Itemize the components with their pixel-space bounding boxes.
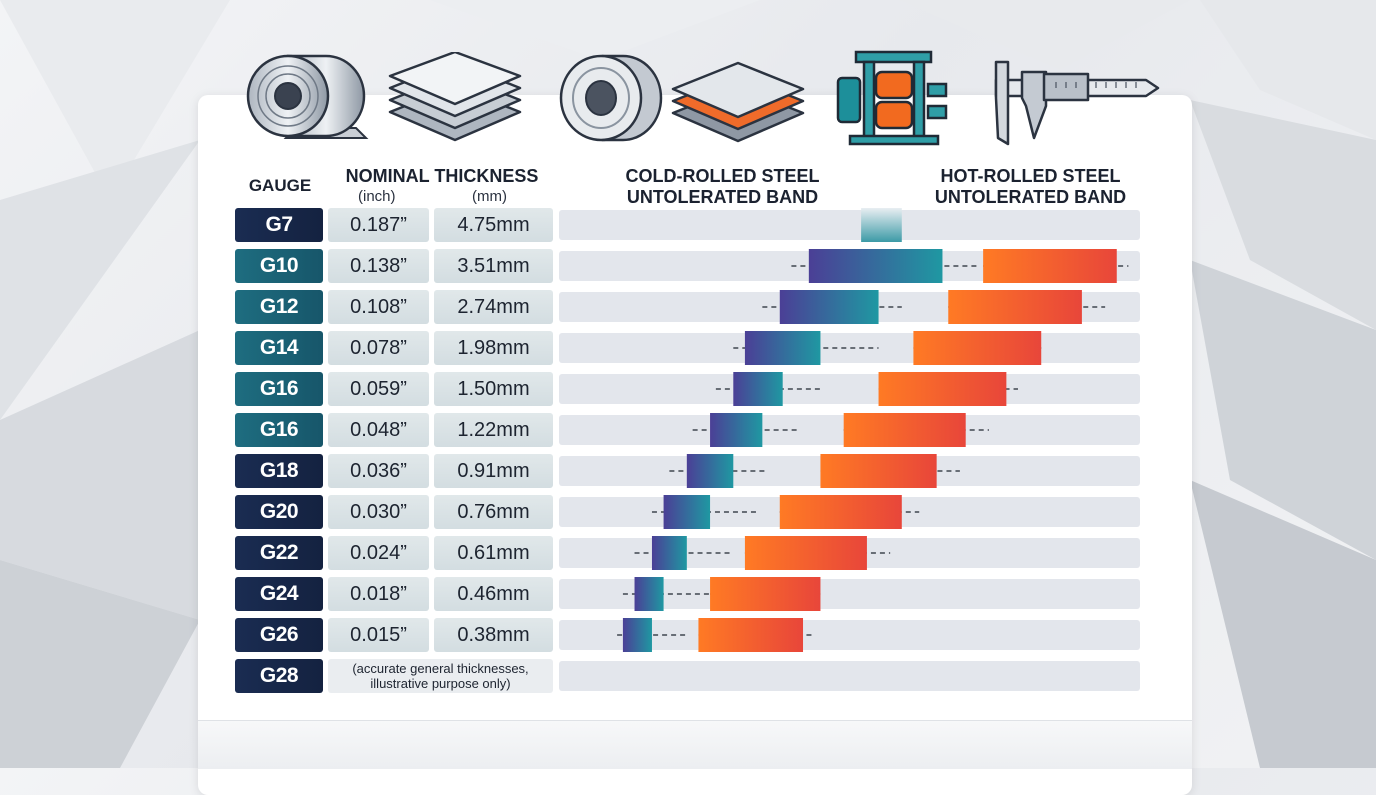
gauge-cell: G28 [235, 659, 323, 693]
thickness-inch-cell: 0.024” [328, 536, 429, 570]
thickness-inch-cell: 0.018” [328, 577, 429, 611]
inch-subheader: (inch) [358, 188, 396, 205]
band-track [559, 292, 1140, 322]
thickness-mm-cell: 0.61mm [434, 536, 553, 570]
gauge-cell: G16 [235, 372, 323, 406]
thickness-mm-cell: 1.50mm [434, 372, 553, 406]
band-track [559, 333, 1140, 363]
gauge-cell: G24 [235, 577, 323, 611]
thickness-mm-cell: 0.46mm [434, 577, 553, 611]
rolling-mill-icon [836, 50, 948, 146]
thickness-inch-cell: 0.030” [328, 495, 429, 529]
table-row: G20 0.030” 0.76mm [0, 495, 1376, 529]
cold-rolled-header-line1: COLD-ROLLED STEEL [625, 166, 820, 186]
thickness-mm-cell: 0.91mm [434, 454, 553, 488]
table-row: G16 0.059” 1.50mm [0, 372, 1376, 406]
footnote-cell: (accurate general thicknesses, illustrat… [328, 659, 553, 693]
table-row: G16 0.048” 1.22mm [0, 413, 1376, 447]
caliper-icon [994, 60, 1160, 146]
stacked-sheets-icon [388, 52, 522, 142]
gauge-cell: G10 [235, 249, 323, 283]
thickness-inch-cell: 0.138” [328, 249, 429, 283]
thickness-mm-cell: 2.74mm [434, 290, 553, 324]
gauge-cell: G7 [235, 208, 323, 242]
thickness-inch-cell: 0.048” [328, 413, 429, 447]
gauge-cell: G12 [235, 290, 323, 324]
thickness-inch-cell: 0.059” [328, 372, 429, 406]
thickness-inch-cell: 0.187” [328, 208, 429, 242]
steel-ring-icon [559, 54, 663, 142]
band-track [559, 456, 1140, 486]
band-track [559, 579, 1140, 609]
gauge-cell: G26 [235, 618, 323, 652]
hot-rolled-header-line2: UNTOLERATED BAND [934, 187, 1127, 207]
thickness-mm-cell: 0.76mm [434, 495, 553, 529]
band-track [559, 661, 1140, 691]
layered-plate-icon [671, 61, 805, 143]
mm-subheader: (mm) [472, 188, 507, 205]
steel-coil-icon [246, 54, 369, 139]
hot-rolled-header-line1: HOT-ROLLED STEEL [940, 166, 1121, 186]
table-row: G18 0.036” 0.91mm [0, 454, 1376, 488]
band-track [559, 374, 1140, 404]
nominal-thickness-header: NOMINAL THICKNESS [345, 166, 539, 186]
gauge-header: GAUGE [248, 176, 312, 195]
cold-rolled-header-line2: UNTOLERATED BAND [626, 187, 819, 207]
band-track [559, 251, 1140, 281]
table-row: G14 0.078” 1.98mm [0, 331, 1376, 365]
band-track [559, 415, 1140, 445]
table-row: G12 0.108” 2.74mm [0, 290, 1376, 324]
thickness-mm-cell: 4.75mm [434, 208, 553, 242]
card-footer [198, 720, 1192, 769]
thickness-mm-cell: 1.22mm [434, 413, 553, 447]
table-row: G22 0.024” 0.61mm [0, 536, 1376, 570]
table-row: G26 0.015” 0.38mm [0, 618, 1376, 652]
band-track [559, 497, 1140, 527]
background-pattern [0, 0, 1376, 768]
thickness-mm-cell: 1.98mm [434, 331, 553, 365]
band-track [559, 620, 1140, 650]
gauge-cell: G22 [235, 536, 323, 570]
gauge-cell: G20 [235, 495, 323, 529]
thickness-inch-cell: 0.108” [328, 290, 429, 324]
gauge-cell: G16 [235, 413, 323, 447]
band-track [559, 538, 1140, 568]
table-row: G7 0.187” 4.75mm [0, 208, 1376, 242]
table-row: G28 (accurate general thicknesses, illust… [0, 659, 1376, 693]
thickness-inch-cell: 0.015” [328, 618, 429, 652]
table-row: G24 0.018” 0.46mm [0, 577, 1376, 611]
thickness-mm-cell: 0.38mm [434, 618, 553, 652]
thickness-mm-cell: 3.51mm [434, 249, 553, 283]
band-track [559, 210, 1140, 240]
gauge-cell: G14 [235, 331, 323, 365]
thickness-inch-cell: 0.036” [328, 454, 429, 488]
gauge-cell: G18 [235, 454, 323, 488]
thickness-inch-cell: 0.078” [328, 331, 429, 365]
table-row: G10 0.138” 3.51mm [0, 249, 1376, 283]
